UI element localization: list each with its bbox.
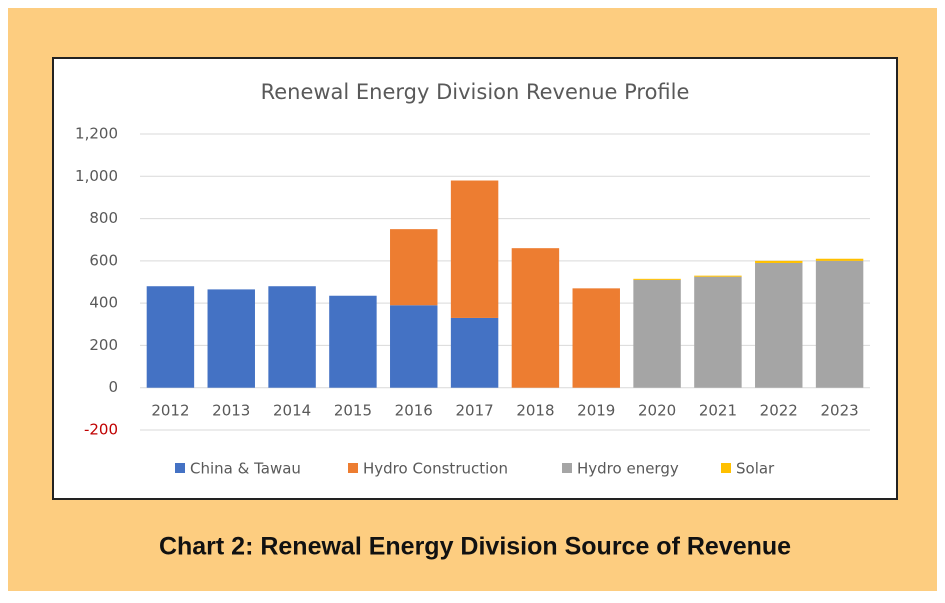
- x-tick-label: 2021: [699, 402, 737, 420]
- caption: Chart 2: Renewal Energy Division Source …: [159, 533, 791, 561]
- x-tick-label: 2012: [151, 402, 189, 420]
- y-tick-label: 1,000: [75, 167, 118, 185]
- bar-segment: [815, 258, 864, 261]
- x-tick-label: 2022: [760, 402, 798, 420]
- legend-swatch: [721, 463, 731, 473]
- legend-label: Solar: [736, 460, 775, 478]
- legend-swatch: [562, 463, 572, 473]
- x-tick-label: 2016: [395, 402, 433, 420]
- bar-segment: [755, 262, 803, 388]
- legend-swatch: [348, 463, 358, 473]
- y-tick-label: 1,200: [75, 125, 118, 143]
- y-tick-label: 800: [89, 209, 118, 227]
- x-tick-label: 2019: [577, 402, 615, 420]
- bar-segment: [268, 286, 316, 388]
- bar-segment: [633, 278, 681, 280]
- bar-segment: [146, 286, 195, 388]
- y-tick-label: 0: [108, 378, 118, 396]
- legend-label: Hydro energy: [577, 460, 679, 478]
- chart-title: Renewal Energy Division Revenue Profile: [261, 80, 690, 104]
- bar-segment: [572, 288, 620, 388]
- bar-segment: [329, 295, 377, 388]
- x-tick-label: 2017: [455, 402, 493, 420]
- y-tick-label: 200: [89, 336, 118, 354]
- y-tick-label: 400: [89, 294, 118, 312]
- x-tick-label: 2014: [273, 402, 311, 420]
- x-tick-label: 2020: [638, 402, 676, 420]
- legend-swatch: [175, 463, 185, 473]
- bar-segment: [390, 305, 438, 388]
- x-tick-label: 2023: [820, 402, 858, 420]
- y-tick-label: -200: [84, 421, 118, 439]
- bar-segment: [390, 229, 438, 306]
- y-tick-label: 600: [89, 251, 118, 269]
- legend-label: Hydro Construction: [363, 460, 508, 478]
- bar-segment: [450, 180, 499, 318]
- bar-segment: [755, 260, 803, 263]
- bar-segment: [633, 279, 681, 388]
- legend-label: China & Tawau: [190, 460, 301, 478]
- bar-segment: [511, 248, 560, 388]
- bar-segment: [694, 275, 742, 277]
- x-tick-label: 2013: [212, 402, 250, 420]
- bar-segment: [450, 317, 499, 388]
- bar-segment: [694, 276, 742, 388]
- x-tick-label: 2018: [516, 402, 554, 420]
- x-tick-label: 2015: [334, 402, 372, 420]
- bar-segment: [815, 260, 864, 388]
- bar-segment: [207, 289, 255, 388]
